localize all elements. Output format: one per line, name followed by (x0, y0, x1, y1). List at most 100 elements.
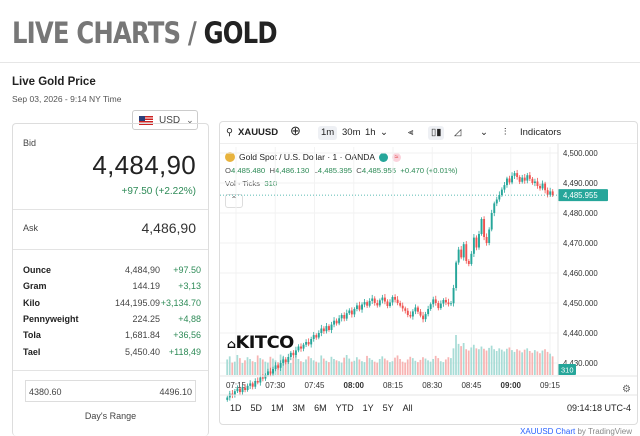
candle-body (355, 305, 358, 309)
tradingview-attribution[interactable]: XAUUSD Chart by TradingView (520, 427, 632, 436)
indicators-button[interactable]: Indicators (520, 127, 562, 138)
range-button-6m[interactable]: 6M (314, 403, 327, 413)
range-button-5y[interactable]: 5Y (382, 403, 394, 413)
candle-body (246, 385, 249, 390)
candle-body (409, 315, 412, 317)
volume-bar (475, 348, 478, 375)
range-button-5d[interactable]: 5D (250, 403, 263, 413)
candle-body (427, 309, 430, 315)
weight-row: Kilo 144,195.09 +3,134.70 (23, 295, 201, 311)
price-panel-title: Live Gold Price (12, 76, 96, 88)
bars-style-icon[interactable]: ⫷ (408, 127, 414, 138)
currency-value: USD (159, 114, 181, 126)
candle-body (439, 303, 442, 309)
volume-legend: Vol · Ticks 310 (225, 179, 278, 188)
range-label: Day's Range (84, 411, 137, 421)
range-button-3m[interactable]: 3M (292, 403, 306, 413)
candle-body (284, 359, 287, 363)
x-tick-label: 09:00 (501, 381, 522, 390)
add-symbol-icon[interactable]: ⊕ (290, 123, 301, 138)
range-button-all[interactable]: All (402, 403, 413, 413)
chart-symbol-title: Gold Spot / U.S. Dollar · 1 · OANDA (239, 152, 376, 162)
candle-body (266, 371, 269, 375)
volume-bar (345, 355, 348, 375)
volume-bar (343, 357, 346, 375)
volume-bar (310, 358, 312, 375)
volume-bar (355, 357, 358, 375)
candles-style-icon[interactable]: ▯▮ (428, 126, 445, 140)
interval-1h-button[interactable]: 1h (365, 127, 376, 138)
symbol-search[interactable]: XAUUSD (238, 127, 279, 138)
candle-body (518, 177, 521, 182)
candle-body (289, 352, 292, 357)
weight-row: Tael 5,450.40 +118,49 (23, 343, 201, 359)
volume-bar (422, 357, 424, 375)
weight-unit: Tola (23, 330, 41, 341)
candle-body (386, 301, 389, 306)
interval-30m-button[interactable]: 30m (342, 127, 361, 138)
chevron-down-icon[interactable]: ⌄ (480, 127, 488, 138)
candle-body (452, 288, 455, 304)
candle-body (325, 326, 328, 332)
weight-row: Pennyweight 224.25 +4,88 (23, 311, 201, 327)
volume-bar (546, 351, 549, 375)
volume-bar (447, 357, 450, 375)
chevron-down-icon[interactable]: ⌄ (380, 127, 388, 138)
volume-bar (381, 356, 384, 375)
volume-bar (249, 359, 251, 375)
range-button-1m[interactable]: 1M (271, 403, 284, 413)
volume-bar (505, 348, 508, 375)
candle-body (254, 381, 257, 387)
range-button-ytd[interactable]: YTD (335, 403, 354, 413)
volume-bar (371, 359, 373, 375)
weight-unit: Kilo (23, 297, 40, 308)
candle-body (437, 303, 440, 309)
collapse-legend-button[interactable]: ⌃ (225, 194, 243, 208)
weight-change: +97.50 (173, 265, 201, 276)
chart-clock: 09:14:18 UTC-4 (566, 403, 631, 413)
volume-bar (228, 356, 231, 375)
indicators-icon[interactable]: ⫶ (504, 127, 507, 138)
volume-bar (411, 358, 414, 375)
candle-body (350, 310, 353, 315)
candle-body (338, 318, 341, 324)
candle-body (528, 175, 531, 179)
candle-body (544, 183, 547, 191)
weights-table: Ounce 4,484,90 +97.50 Gram 144.19 +3,13 Kilo 14… (23, 262, 201, 360)
volume-bar (317, 362, 320, 375)
settings-gear-icon[interactable]: ⚙ (622, 384, 631, 395)
candle-body (317, 333, 320, 338)
candle-body (279, 363, 282, 368)
candle-body (287, 357, 290, 363)
candle-body (478, 234, 480, 248)
candle-body (226, 397, 229, 400)
volume-bar (368, 358, 371, 375)
volume-bar (394, 357, 396, 375)
divider (13, 370, 208, 371)
candle-body (490, 213, 493, 230)
price-panel: Bid 4,484,90 +97.50 (+2.22%) Ask 4,486,9… (12, 123, 209, 436)
area-style-icon[interactable]: ◿ (454, 127, 462, 138)
volume-bar (366, 355, 368, 375)
candle-body (531, 178, 534, 183)
bid-label: Bid (23, 138, 37, 148)
volume-bar (424, 358, 427, 375)
weight-change: +36,56 (173, 330, 201, 341)
range-button-1y[interactable]: 1Y (362, 403, 374, 413)
candle-body (378, 300, 381, 306)
candle-body (394, 297, 397, 300)
volume-bar (361, 361, 363, 375)
volume-bar (523, 349, 526, 375)
search-icon[interactable]: ⚲ (226, 127, 233, 138)
volume-bar (518, 350, 521, 375)
weight-change: +3,134.70 (160, 297, 201, 308)
range-button-1d[interactable]: 1D (230, 403, 242, 413)
volume-bar (338, 361, 340, 375)
candle-body (259, 377, 262, 383)
candle-body (419, 311, 422, 316)
candle-body (493, 203, 496, 213)
currency-select[interactable]: USD ⌄ (132, 110, 198, 130)
interval-1m-button[interactable]: 1m (318, 126, 338, 140)
volume-bar (531, 352, 534, 375)
candle-body (523, 177, 526, 181)
